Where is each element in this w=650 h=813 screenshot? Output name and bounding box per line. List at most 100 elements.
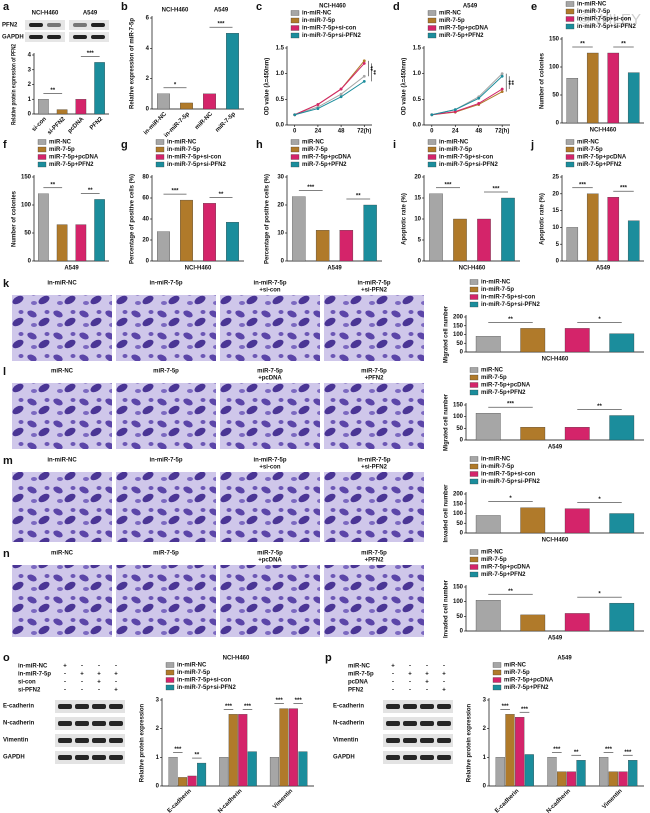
legend-label: in-miR-7-5p+si-con (302, 26, 357, 32)
significance-label: * (598, 317, 601, 323)
micrograph-label: in-miR-7-5p (358, 281, 391, 287)
micrograph-label: +si-con (259, 288, 281, 294)
blot-row-label: E-cadherin (3, 704, 34, 710)
legend-label: miR-7-5p+PFN2 (577, 162, 622, 168)
legend-swatch (155, 154, 165, 160)
panel-label: m (3, 455, 13, 467)
condition-mark: + (80, 672, 84, 678)
condition-label: pcDNA (348, 680, 369, 686)
micrograph (324, 565, 424, 637)
x-axis-label: NCI-H460 (590, 128, 617, 134)
blot-background (55, 734, 125, 747)
y-tick-label: 150 (453, 403, 464, 409)
panel-label: k (3, 278, 10, 290)
legend-label: miR-NC (439, 11, 462, 17)
legend-swatch (492, 677, 502, 683)
significance-label: ** (219, 192, 224, 198)
micrograph-label: miR-7-5p (153, 369, 179, 375)
legend-label: miR-7-5p (439, 18, 465, 24)
significance-label: ** (508, 589, 513, 595)
bar (515, 717, 525, 787)
micrograph-label: +pcDNA (258, 376, 282, 382)
blot-band (386, 721, 400, 726)
bar (566, 227, 579, 262)
point (316, 107, 320, 110)
legend-label: in-miR-7-5p+si-con (577, 17, 632, 23)
legend-label: miR-NC (481, 368, 504, 374)
bar (269, 757, 279, 787)
bar (279, 708, 289, 787)
y-axis-label: Invaded cell number (444, 579, 450, 638)
legend-swatch (427, 161, 437, 168)
significance-label: *** (502, 704, 510, 710)
legend-label: in-miR-7-5p+si-con (481, 472, 536, 478)
condition-mark: - (409, 664, 411, 670)
blot-band (92, 704, 106, 709)
y-tick-label: 60 (142, 196, 149, 202)
bar (157, 93, 170, 110)
y-tick-label: 5 (556, 242, 560, 248)
x-tick-label: N-cadherin (546, 788, 573, 813)
legend-swatch (565, 8, 575, 15)
blot-band (75, 738, 89, 743)
blot-band (403, 704, 417, 709)
significance-label: *** (620, 186, 628, 192)
legend-swatch (37, 146, 47, 153)
significance-label: ** (508, 317, 513, 323)
significance-label: ** (580, 42, 585, 48)
bar (564, 328, 590, 353)
blot-band (403, 721, 417, 726)
significance-label: *** (87, 51, 95, 57)
y-axis-label: Apoptotic rate (%) (540, 193, 546, 245)
y-tick-label: 20 (142, 238, 149, 244)
blot-band (91, 35, 105, 39)
blot-background (383, 717, 453, 730)
condition-mark: - (392, 680, 394, 686)
panel-label: d (393, 1, 400, 13)
panel-label: i (393, 139, 396, 151)
condition-mark: - (81, 664, 83, 670)
blot-row-label: GAPDH (3, 755, 25, 761)
legend-swatch (427, 10, 437, 16)
blot-row-label: GAPDH (333, 755, 355, 761)
watermark: © WILEY (579, 11, 641, 28)
legend-label: miR-7-5p+pcDNA (49, 155, 99, 161)
blot-band (109, 755, 123, 760)
y-axis-label: OD value (λ=450nm) (265, 58, 271, 116)
point (339, 87, 343, 91)
condition-mark: - (392, 672, 394, 678)
blot-background (383, 700, 453, 713)
legend-swatch (290, 32, 300, 39)
blot-row-label: N-cadherin (3, 721, 35, 727)
bar (586, 52, 599, 124)
bar (599, 757, 609, 787)
bar (94, 199, 105, 262)
y-tick-label: 200 (453, 492, 464, 498)
y-tick-label: 0 (146, 107, 150, 113)
micrograph (324, 472, 424, 542)
legend-swatch (469, 301, 479, 308)
condition-mark: - (409, 688, 411, 694)
legend-label: miR-7-5p (577, 147, 603, 153)
condition-mark: - (443, 664, 445, 670)
bar (75, 99, 87, 115)
line (431, 88, 503, 116)
blot-band (92, 738, 106, 743)
panel-label: h (256, 139, 263, 151)
point (362, 59, 366, 63)
bar (178, 777, 188, 787)
blot-background (25, 20, 65, 30)
bar (607, 52, 620, 124)
point (453, 110, 457, 114)
bar (609, 415, 635, 441)
legend-swatch (427, 17, 437, 24)
blot-band (92, 755, 106, 760)
bar (363, 204, 377, 262)
chart-title: A549 (557, 656, 572, 662)
bar (203, 203, 216, 262)
condition-label: in-miR-NC (18, 664, 48, 670)
x-tick-label: 48 (475, 129, 482, 135)
legend-swatch (469, 367, 479, 373)
bar (520, 614, 546, 632)
y-tick-label: 0 (28, 259, 32, 265)
